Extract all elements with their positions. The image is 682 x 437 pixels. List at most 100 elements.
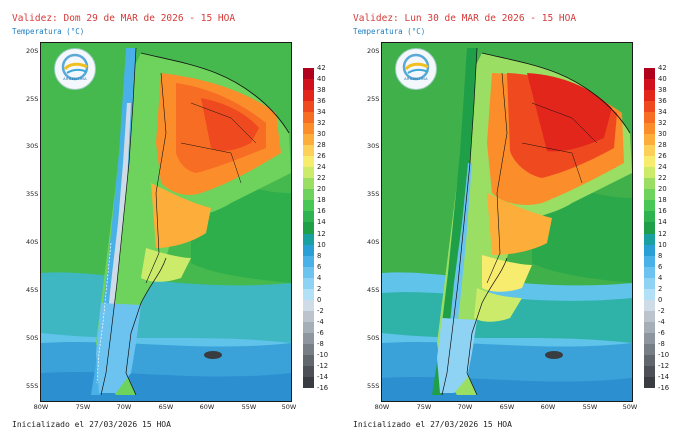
colorbar-swatch xyxy=(644,167,655,179)
colorbar-label: 0 xyxy=(658,295,663,304)
colorbar-swatch xyxy=(303,178,314,190)
colorbar-label: 34 xyxy=(658,108,667,117)
lon-label: 55W xyxy=(582,403,598,411)
colorbar-label: -14 xyxy=(317,372,329,381)
colorbar-label: 30 xyxy=(317,130,326,139)
colorbar-label: -12 xyxy=(658,361,670,370)
lon-label: 50W xyxy=(281,403,297,411)
lat-label: 20S xyxy=(367,47,380,55)
validity-title: Validez: Lun 30 de MAR de 2026 - 15 HOA xyxy=(353,13,577,24)
colorbar-swatch xyxy=(644,189,655,201)
lon-label: 60W xyxy=(540,403,556,411)
logo-text: ARGENTINA xyxy=(63,77,87,81)
colorbar-swatch xyxy=(303,68,314,80)
colorbar-swatch xyxy=(303,112,314,124)
colorbar-label: 6 xyxy=(658,262,663,271)
colorbar-swatch xyxy=(644,299,655,312)
lon-label: 55W xyxy=(241,403,257,411)
map-panel-day2: Validez: Lun 30 de MAR de 2026 - 15 HOA … xyxy=(341,0,682,437)
colorbar-swatch xyxy=(303,167,314,179)
colorbar-label: 8 xyxy=(658,251,663,260)
colorbar-label: -10 xyxy=(658,350,670,359)
colorbar-label: 20 xyxy=(658,185,667,194)
lat-label: 35S xyxy=(26,190,39,198)
colorbar-label: -6 xyxy=(658,328,665,337)
colorbar-label: 2 xyxy=(658,284,663,293)
temperature-map xyxy=(40,42,292,402)
logo-text: ARGENTINA xyxy=(404,77,428,81)
colorbar-label: 24 xyxy=(658,163,667,172)
colorbar-swatch xyxy=(303,123,314,135)
colorbar-label: 24 xyxy=(317,163,326,172)
colorbar-label: 20 xyxy=(317,185,326,194)
colorbar-swatch xyxy=(303,222,314,234)
colorbar-label: -14 xyxy=(658,372,670,381)
lon-label: 70W xyxy=(457,403,473,411)
colorbar-swatch xyxy=(303,332,314,345)
lat-label: 45S xyxy=(367,286,380,294)
lat-label: 30S xyxy=(26,142,39,150)
colorbar-swatch xyxy=(303,244,314,257)
colorbar-swatch xyxy=(303,134,314,146)
colorbar-label: 16 xyxy=(317,207,326,216)
colorbar-label: 32 xyxy=(658,119,667,128)
colorbar-swatch xyxy=(644,156,655,168)
colorbar-label: 34 xyxy=(317,108,326,117)
variable-subtitle: Temperatura (°C) xyxy=(353,27,426,36)
lon-label: 75W xyxy=(75,403,91,411)
colorbar-label: 26 xyxy=(658,152,667,161)
colorbar-swatch xyxy=(303,288,314,301)
colorbar-swatch xyxy=(644,266,655,279)
colorbar-swatch xyxy=(303,233,314,246)
colorbar-label: 32 xyxy=(317,119,326,128)
colorbar-swatch xyxy=(303,211,314,223)
init-label: Inicializado el 27/03/2026 15 HOA xyxy=(12,420,171,429)
variable-subtitle: Temperatura (°C) xyxy=(12,27,85,36)
colorbar-swatch xyxy=(644,112,655,124)
colorbar-label: -2 xyxy=(658,306,665,315)
colorbar-label: -4 xyxy=(317,317,324,326)
temperature-map-svg xyxy=(41,43,291,401)
colorbar-label: 6 xyxy=(317,262,322,271)
colorbar-swatch xyxy=(644,123,655,135)
colorbar-swatch xyxy=(644,222,655,234)
init-label: Inicializado el 27/03/2026 15 HOA xyxy=(353,420,512,429)
colorbar-swatch xyxy=(644,376,655,389)
lat-label: 30S xyxy=(367,142,380,150)
colorbar-label: -2 xyxy=(317,306,324,315)
colorbar-label: 38 xyxy=(317,86,326,95)
colorbar-swatch xyxy=(644,255,655,268)
colorbar-label: 14 xyxy=(658,218,667,227)
colorbar-swatch xyxy=(644,354,655,367)
lon-label: 80W xyxy=(33,403,49,411)
lat-label: 35S xyxy=(367,190,380,198)
colorbar-label: 4 xyxy=(658,273,663,282)
lat-label: 55S xyxy=(367,382,380,390)
colorbar-swatch xyxy=(303,189,314,201)
lat-label: 20S xyxy=(26,47,39,55)
lat-label: 25S xyxy=(367,95,380,103)
colorbar-swatch xyxy=(303,255,314,268)
colorbar-swatch xyxy=(303,200,314,212)
colorbar-label: -12 xyxy=(317,361,329,370)
colorbar-swatch xyxy=(644,343,655,356)
smn-logo-icon xyxy=(402,53,430,81)
colorbar-label: 10 xyxy=(658,240,667,249)
colorbar-swatch xyxy=(644,79,655,91)
map-panel-day1: Validez: Dom 29 de MAR de 2026 - 15 HOA … xyxy=(12,13,329,429)
colorbar-label: -10 xyxy=(317,350,329,359)
colorbar-swatch xyxy=(644,288,655,301)
smn-logo-icon xyxy=(61,53,89,81)
colorbar-label: 2 xyxy=(317,284,322,293)
colorbar-label: 40 xyxy=(317,75,326,84)
colorbar-swatch xyxy=(644,244,655,257)
colorbar-swatch xyxy=(303,343,314,356)
colorbar-swatch xyxy=(303,299,314,312)
lat-label: 40S xyxy=(367,238,380,246)
colorbar-swatch xyxy=(303,79,314,91)
colorbar-swatch xyxy=(644,233,655,246)
colorbar-label: 14 xyxy=(317,218,326,227)
colorbar-label: -4 xyxy=(658,317,665,326)
colorbar-swatch xyxy=(644,200,655,212)
colorbar-label: 36 xyxy=(658,97,667,106)
